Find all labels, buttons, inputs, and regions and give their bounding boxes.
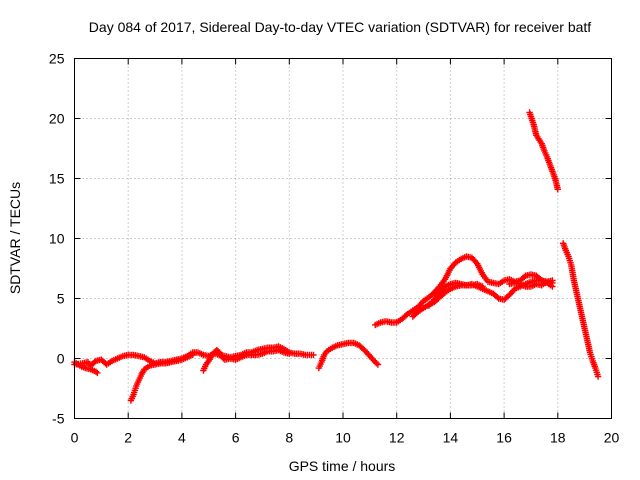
y-tick-label: 5 (57, 291, 65, 307)
x-axis-title: GPS time / hours (289, 458, 396, 474)
chart-title: Day 084 of 2017, Sidereal Day-to-day VTE… (89, 19, 592, 35)
x-tick-label: 6 (232, 430, 240, 446)
data-point (373, 360, 380, 367)
data-point (286, 350, 293, 357)
data-point (549, 277, 556, 284)
data-point (189, 351, 196, 359)
x-tick-label: 8 (285, 430, 293, 446)
data-point (310, 351, 317, 359)
series-sdtvar (71, 109, 602, 404)
x-tick-label: 0 (71, 430, 79, 446)
y-tick-label: 20 (49, 111, 65, 127)
y-tick-label: 25 (49, 51, 65, 67)
data-point (479, 283, 486, 290)
y-axis-title: SDTVAR / TECUs (7, 182, 23, 294)
plot-frame (74, 58, 612, 419)
data-points (71, 109, 602, 404)
y-tick-label: 0 (57, 351, 65, 367)
x-tick-labels: 0 2 4 6 8 10 12 14 16 18 20 (71, 430, 620, 446)
grid (74, 58, 612, 419)
x-tick-label: 2 (124, 430, 132, 446)
x-tick-label: 18 (550, 430, 566, 446)
data-point (92, 368, 100, 375)
data-point (554, 186, 561, 193)
x-tick-label: 20 (604, 430, 620, 446)
data-point (594, 373, 602, 380)
data-point (374, 361, 382, 368)
data-point (94, 369, 101, 377)
y-tick-label: 15 (49, 171, 65, 187)
y-tick-label: -5 (52, 411, 65, 427)
y-tick-labels: -5 0 5 10 15 20 25 (49, 51, 65, 427)
x-tick-label: 16 (496, 430, 512, 446)
y-tick-label: 10 (49, 231, 65, 247)
x-tick-label: 4 (178, 430, 186, 446)
x-tick-label: 10 (335, 430, 351, 446)
x-tick-label: 12 (389, 430, 405, 446)
x-tick-label: 14 (443, 430, 459, 446)
